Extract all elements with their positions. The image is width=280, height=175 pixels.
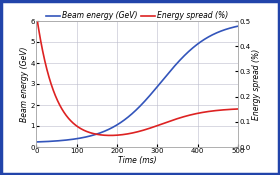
Beam energy (GeV) — [45, 141, 48, 143]
Y-axis label: Beam energy (GeV): Beam energy (GeV) — [20, 46, 29, 122]
Y-axis label: Energy spread (%): Energy spread (%) — [252, 48, 261, 120]
Energy spread (%) — [230, 108, 234, 110]
Energy spread (%) — [127, 133, 131, 135]
Energy spread (%) — [133, 131, 136, 134]
Energy spread (%) — [35, 13, 38, 16]
Beam energy (GeV) — [133, 111, 136, 113]
Energy spread (%) — [109, 134, 112, 136]
Energy spread (%) — [193, 113, 197, 115]
Beam energy (GeV) — [230, 26, 234, 29]
Beam energy (GeV) — [193, 45, 197, 47]
Energy spread (%) — [236, 108, 240, 110]
Legend: Beam energy (GeV), Energy spread (%): Beam energy (GeV), Energy spread (%) — [43, 8, 232, 24]
Beam energy (GeV) — [230, 26, 234, 29]
Beam energy (GeV) — [236, 25, 240, 27]
Energy spread (%) — [230, 108, 234, 110]
X-axis label: Time (ms): Time (ms) — [118, 156, 157, 165]
Line: Energy spread (%): Energy spread (%) — [36, 15, 238, 135]
Beam energy (GeV) — [35, 141, 38, 143]
Beam energy (GeV) — [127, 115, 131, 117]
Energy spread (%) — [45, 68, 48, 70]
Line: Beam energy (GeV): Beam energy (GeV) — [36, 26, 238, 142]
